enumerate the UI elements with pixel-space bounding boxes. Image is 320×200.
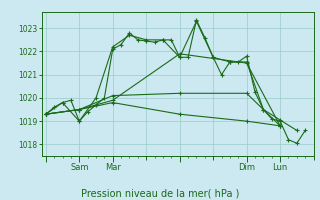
Text: Pression niveau de la mer( hPa ): Pression niveau de la mer( hPa ) — [81, 188, 239, 198]
